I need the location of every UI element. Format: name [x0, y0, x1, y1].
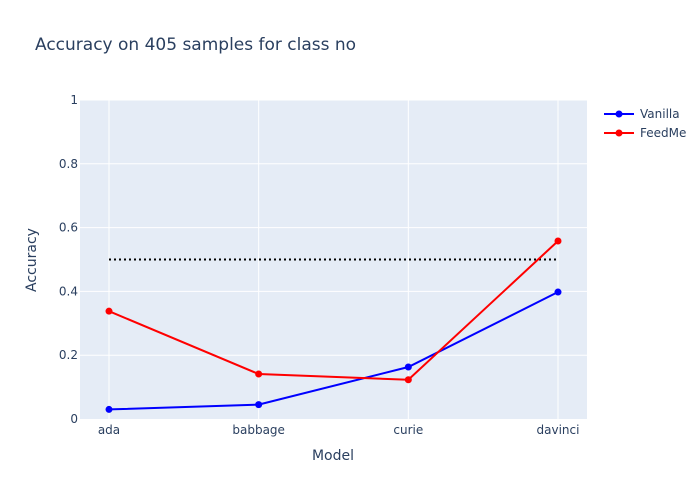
data-point	[105, 307, 113, 315]
y-tick-label: 0.6	[59, 221, 78, 235]
legend-marker	[615, 110, 623, 118]
series-vanilla	[105, 288, 562, 413]
y-tick-label: 0.4	[59, 284, 78, 298]
y-tick-label: 0.8	[59, 157, 78, 171]
x-axis-title: Model	[312, 448, 354, 464]
series-line	[108, 240, 559, 381]
chart-title: Accuracy on 405 samples for class no	[35, 35, 356, 55]
x-tick-label: ada	[98, 423, 120, 437]
x-tick-labels: ada babbage curie davinci	[98, 423, 580, 437]
data-point	[404, 363, 412, 371]
x-tick-label: babbage	[232, 423, 285, 437]
y-tick-label: 1	[70, 93, 78, 107]
y-axis-title: Accuracy	[24, 228, 40, 292]
x-tick-label: curie	[393, 423, 423, 437]
data-point	[404, 376, 412, 384]
data-point	[105, 405, 113, 413]
legend[interactable]: Vanilla FeedMe	[604, 107, 686, 140]
legend-item-feedme[interactable]: FeedMe	[604, 126, 686, 140]
legend-label: Vanilla	[640, 107, 680, 121]
x-tick-label: davinci	[537, 423, 580, 437]
y-tick-label: 0.2	[59, 348, 78, 362]
legend-marker	[615, 129, 623, 137]
series-feedme	[105, 237, 562, 384]
data-point	[554, 237, 562, 245]
legend-label: FeedMe	[640, 126, 686, 140]
series-layer	[105, 237, 562, 413]
y-tick-labels: 0 0.2 0.4 0.6 0.8 1	[59, 93, 78, 426]
data-point	[255, 401, 263, 409]
y-tick-label: 0	[70, 412, 78, 426]
legend-item-vanilla[interactable]: Vanilla	[604, 107, 680, 121]
data-point	[255, 370, 263, 378]
series-line	[108, 291, 559, 411]
data-point	[554, 288, 562, 296]
